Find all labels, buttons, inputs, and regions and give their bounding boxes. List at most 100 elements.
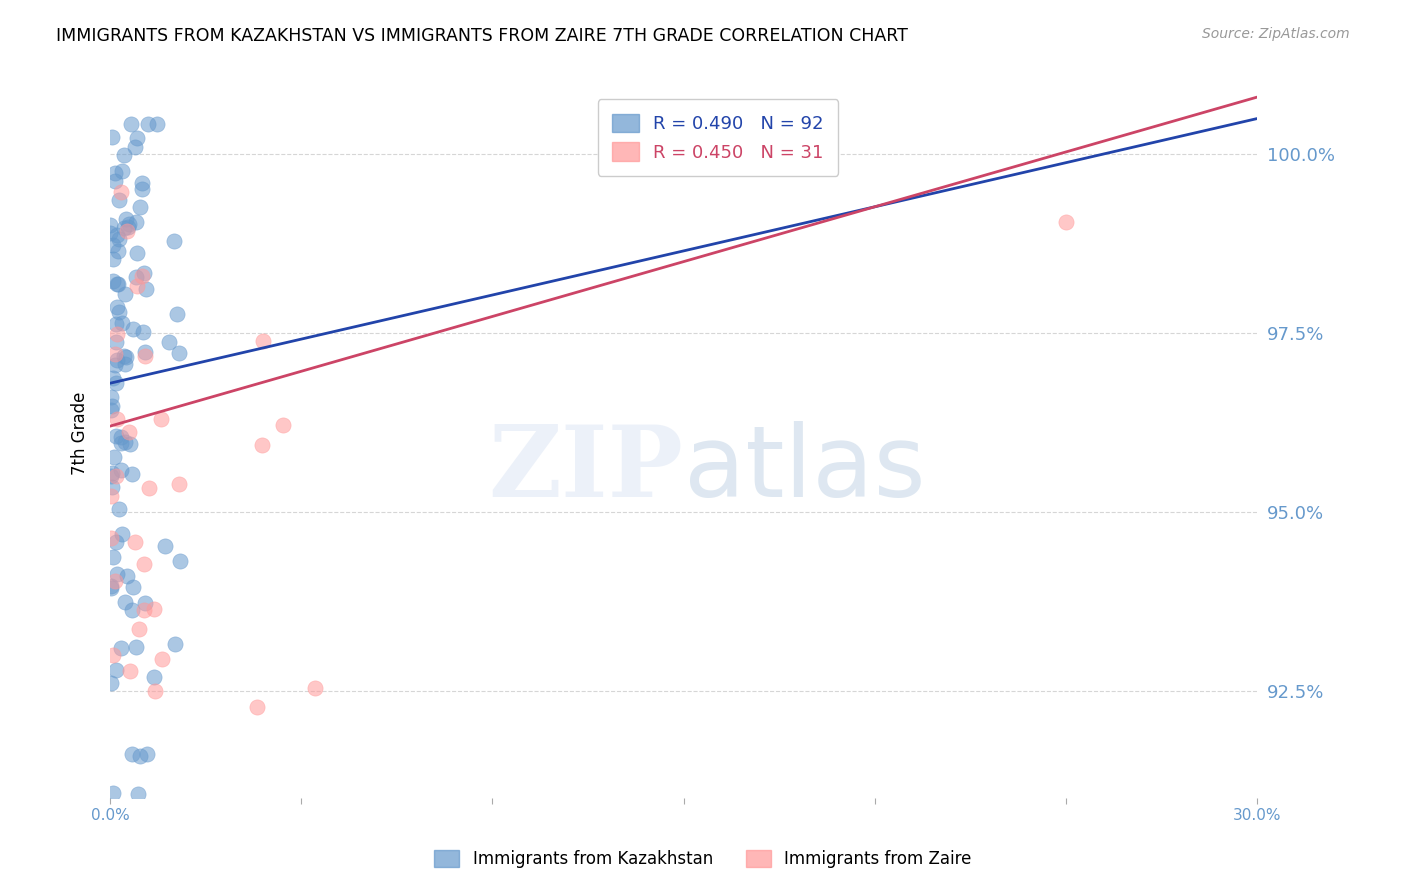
Immigrants from Kazakhstan — [166, 307, 188, 321]
Immigrants from Kazakhstan — [120, 117, 142, 131]
Immigrants from Kazakhstan — [101, 274, 124, 288]
Text: atlas: atlas — [683, 421, 925, 518]
Immigrants from Kazakhstan — [103, 450, 125, 464]
Immigrants from Kazakhstan — [132, 325, 155, 339]
Immigrants from Kazakhstan — [101, 480, 124, 494]
Immigrants from Kazakhstan — [129, 201, 152, 215]
Text: Source: ZipAtlas.com: Source: ZipAtlas.com — [1202, 27, 1350, 41]
Immigrants from Kazakhstan — [121, 322, 143, 336]
Immigrants from Kazakhstan — [167, 346, 190, 360]
Immigrants from Kazakhstan — [104, 166, 127, 180]
Immigrants from Kazakhstan — [100, 390, 122, 404]
Immigrants from Kazakhstan — [115, 569, 138, 583]
Immigrants from Kazakhstan — [101, 399, 124, 413]
Immigrants from Zaire — [105, 468, 128, 483]
Immigrants from Kazakhstan — [105, 300, 128, 314]
Immigrants from Zaire — [252, 334, 274, 348]
Immigrants from Zaire — [100, 531, 122, 545]
Immigrants from Kazakhstan — [110, 430, 132, 444]
Immigrants from Kazakhstan — [163, 234, 186, 248]
Immigrants from Kazakhstan — [103, 786, 125, 800]
Text: ZIP: ZIP — [489, 421, 683, 518]
Immigrants from Zaire — [100, 489, 122, 503]
Immigrants from Kazakhstan — [105, 429, 128, 443]
Immigrants from Zaire — [1054, 215, 1077, 229]
Immigrants from Kazakhstan — [124, 140, 146, 154]
Immigrants from Kazakhstan — [125, 215, 148, 229]
Immigrants from Kazakhstan — [105, 228, 128, 243]
Immigrants from Kazakhstan — [104, 376, 127, 391]
Immigrants from Kazakhstan — [121, 580, 143, 594]
Immigrants from Kazakhstan — [110, 463, 132, 477]
Immigrants from Kazakhstan — [105, 317, 128, 331]
Immigrants from Kazakhstan — [169, 554, 191, 568]
Immigrants from Kazakhstan — [114, 357, 136, 371]
Immigrants from Kazakhstan — [135, 747, 157, 762]
Immigrants from Kazakhstan — [111, 527, 134, 541]
Immigrants from Kazakhstan — [125, 270, 148, 285]
Immigrants from Kazakhstan — [112, 349, 135, 363]
Immigrants from Kazakhstan — [100, 676, 122, 690]
Immigrants from Kazakhstan — [112, 221, 135, 235]
Immigrants from Kazakhstan — [100, 402, 122, 417]
Immigrants from Zaire — [104, 574, 127, 589]
Immigrants from Kazakhstan — [153, 539, 176, 553]
Immigrants from Zaire — [271, 417, 294, 432]
Immigrants from Zaire — [105, 327, 128, 342]
Immigrants from Zaire — [124, 535, 146, 549]
Immigrants from Kazakhstan — [107, 244, 129, 259]
Immigrants from Zaire — [142, 601, 165, 615]
Immigrants from Kazakhstan — [100, 467, 122, 481]
Immigrants from Zaire — [104, 347, 127, 361]
Immigrants from Kazakhstan — [104, 534, 127, 549]
Immigrants from Kazakhstan — [125, 245, 148, 260]
Y-axis label: 7th Grade: 7th Grade — [72, 392, 89, 475]
Immigrants from Zaire — [167, 476, 190, 491]
Immigrants from Kazakhstan — [163, 637, 186, 651]
Immigrants from Zaire — [150, 652, 173, 666]
Immigrants from Kazakhstan — [101, 550, 124, 565]
Immigrants from Kazakhstan — [114, 435, 136, 450]
Immigrants from Kazakhstan — [115, 212, 138, 227]
Immigrants from Kazakhstan — [104, 358, 127, 372]
Immigrants from Kazakhstan — [104, 663, 127, 677]
Immigrants from Kazakhstan — [108, 232, 131, 246]
Legend: Immigrants from Kazakhstan, Immigrants from Zaire: Immigrants from Kazakhstan, Immigrants f… — [427, 843, 979, 875]
Immigrants from Kazakhstan — [121, 603, 143, 617]
Immigrants from Kazakhstan — [100, 469, 122, 483]
Immigrants from Kazakhstan — [107, 194, 129, 208]
Immigrants from Kazakhstan — [111, 163, 134, 178]
Immigrants from Zaire — [143, 683, 166, 698]
Immigrants from Kazakhstan — [118, 437, 141, 451]
Immigrants from Kazakhstan — [101, 371, 124, 385]
Immigrants from Kazakhstan — [131, 176, 153, 190]
Immigrants from Zaire — [128, 623, 150, 637]
Immigrants from Kazakhstan — [110, 641, 132, 656]
Immigrants from Kazakhstan — [143, 670, 166, 684]
Immigrants from Kazakhstan — [100, 579, 122, 593]
Legend: R = 0.490   N = 92, R = 0.450   N = 31: R = 0.490 N = 92, R = 0.450 N = 31 — [598, 99, 838, 176]
Immigrants from Kazakhstan — [103, 173, 125, 187]
Immigrants from Kazakhstan — [98, 226, 121, 240]
Immigrants from Kazakhstan — [157, 335, 180, 350]
Immigrants from Kazakhstan — [135, 282, 157, 296]
Immigrants from Kazakhstan — [112, 148, 135, 162]
Immigrants from Kazakhstan — [107, 502, 129, 516]
Immigrants from Kazakhstan — [128, 749, 150, 764]
Immigrants from Kazakhstan — [146, 117, 169, 131]
Immigrants from Zaire — [250, 438, 273, 452]
Immigrants from Kazakhstan — [114, 595, 136, 609]
Immigrants from Kazakhstan — [134, 344, 156, 359]
Immigrants from Kazakhstan — [125, 131, 148, 145]
Immigrants from Zaire — [115, 224, 138, 238]
Immigrants from Zaire — [110, 185, 132, 199]
Immigrants from Kazakhstan — [121, 467, 143, 482]
Immigrants from Zaire — [120, 664, 142, 678]
Immigrants from Kazakhstan — [107, 567, 129, 582]
Immigrants from Kazakhstan — [105, 277, 128, 291]
Immigrants from Kazakhstan — [121, 747, 143, 761]
Immigrants from Kazakhstan — [100, 581, 122, 595]
Immigrants from Zaire — [138, 482, 160, 496]
Text: IMMIGRANTS FROM KAZAKHSTAN VS IMMIGRANTS FROM ZAIRE 7TH GRADE CORRELATION CHART: IMMIGRANTS FROM KAZAKHSTAN VS IMMIGRANTS… — [56, 27, 908, 45]
Immigrants from Zaire — [105, 411, 128, 425]
